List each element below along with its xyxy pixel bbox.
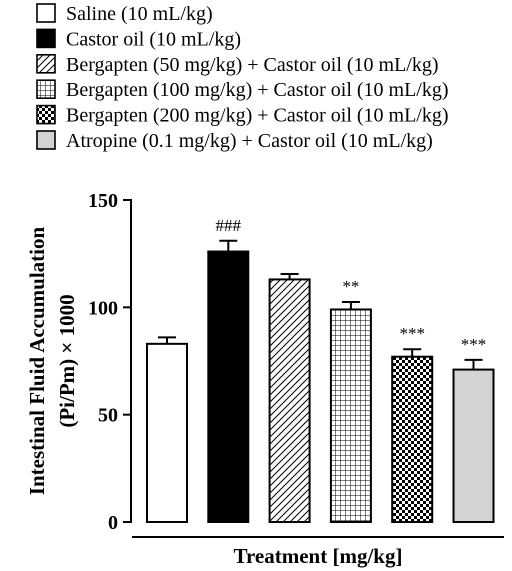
legend-swatch [36, 130, 56, 150]
legend-swatch [36, 28, 56, 49]
bar [146, 342, 188, 523]
x-axis-title: Treatment [mg/kg] [234, 544, 403, 568]
bar [268, 278, 311, 523]
bar [391, 355, 434, 523]
legend-label: Bergapten (50 mg/kg) + Castor oil (10 mL… [66, 54, 439, 76]
legend: Saline (10 mL/kg) Castor oil (10 mL/kg) Be… [36, 3, 449, 152]
y-axis-title: Intestinal Fluid Accumulation (Pi/Pm) × 1… [25, 226, 79, 495]
legend-swatch [36, 53, 56, 74]
legend-label: Castor oil (10 mL/kg) [66, 28, 241, 50]
significance-label: *** [399, 324, 425, 343]
legend-swatch [36, 79, 56, 99]
bar [329, 308, 372, 524]
legend-label: Atropine (0.1 mg/kg) + Castor oil (10 mL… [66, 130, 433, 152]
significance-label: *** [461, 335, 487, 354]
significance-label: ### [216, 216, 242, 235]
y-tick-label: 0 [108, 512, 118, 534]
y-tick-label: 100 [88, 297, 118, 319]
y-axis-title-line1: Intestinal Fluid Accumulation [25, 226, 49, 495]
legend-label: Bergapten (100 mg/kg) + Castor oil (10 m… [66, 79, 449, 101]
legend-swatch [36, 104, 56, 125]
y-axis-title-line2: (Pi/Pm) × 1000 [55, 294, 79, 427]
legend-label: Saline (10 mL/kg) [66, 3, 213, 25]
legend-label: Bergapten (200 mg/kg) + Castor oil (10 m… [66, 105, 449, 127]
y-tick-label: 150 [88, 190, 118, 212]
bar [452, 368, 495, 523]
plot-area: 0 50 100 150 Intestinal Fluid Accumulation (P… [25, 190, 504, 568]
bar [207, 250, 250, 524]
y-tick-label: 50 [98, 405, 118, 427]
legend-swatch [36, 3, 56, 23]
significance-label: ** [342, 277, 359, 296]
